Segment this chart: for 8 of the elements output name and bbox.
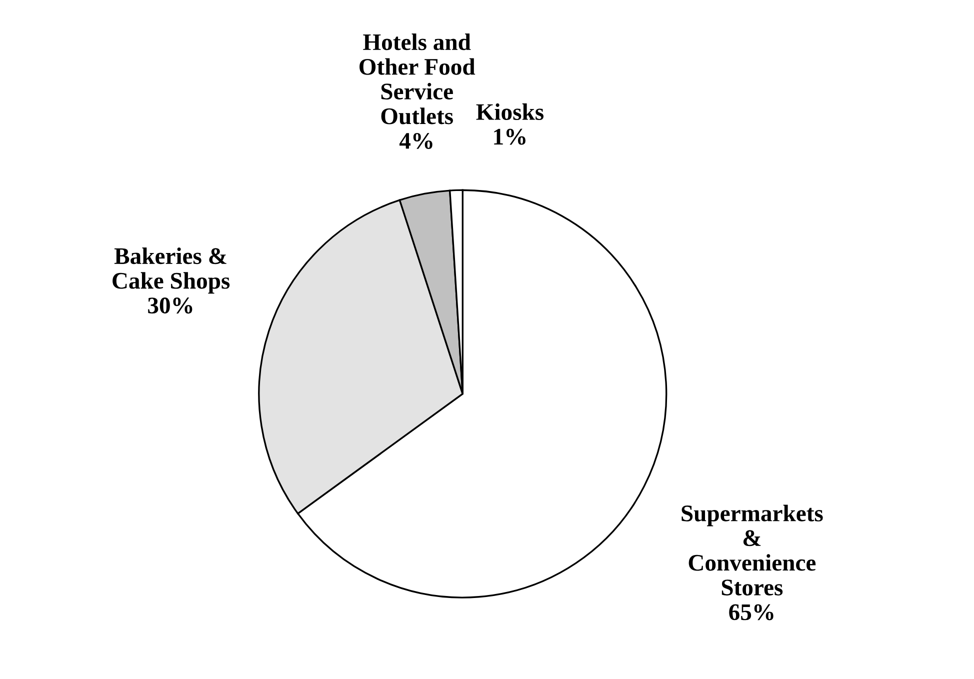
data-label: 65% [729,604,774,620]
data-label: 4% [399,132,432,149]
slice-label: Hotels and Other Food Service Outlets [360,34,476,124]
slice-label: Supermarkets & Convenience Stores [682,504,823,596]
data-label: 1% [494,128,526,145]
data-label: 30% [148,298,192,314]
slice-label: Bakeries & Cake Shops [112,247,230,294]
slice-label: Kiosks [476,103,544,120]
